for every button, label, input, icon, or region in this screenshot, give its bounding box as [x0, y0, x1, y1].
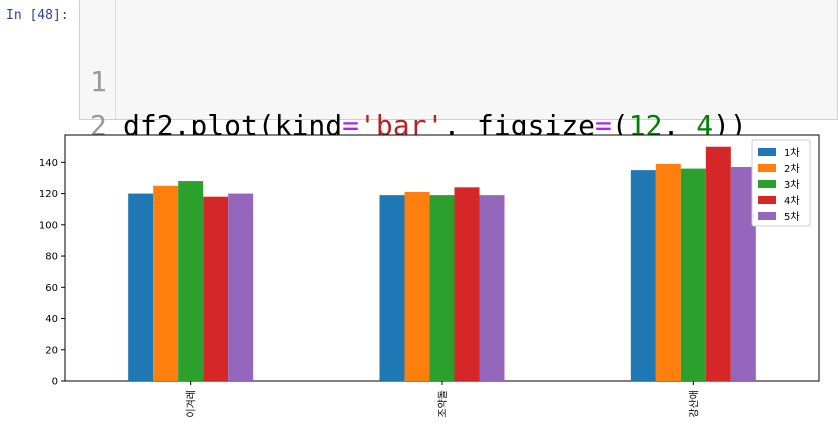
code-token: =: [342, 109, 360, 142]
bar: [630, 170, 656, 381]
bar: [479, 195, 505, 381]
code-line-2[interactable]: 2 plt.show(): [80, 60, 292, 186]
code-token: =: [595, 109, 612, 142]
bar: [178, 181, 204, 381]
y-tick-label: 60: [45, 283, 58, 294]
legend-label: 1차: [784, 147, 800, 159]
bar: [429, 195, 455, 381]
legend-box: [751, 139, 811, 227]
code-token: ,: [662, 109, 697, 142]
legend-swatch: [758, 164, 776, 172]
legend-label: 5차: [784, 211, 800, 223]
bar-chart: 0 20 40 60 80 100 120 140 이겨레 조약돌 강산애 1차 2차 3차 4차 5차: [39, 134, 820, 418]
legend-swatch: [758, 148, 776, 156]
bar: [203, 196, 229, 381]
bar: [379, 195, 405, 381]
code-line-1[interactable]: 1 df2.plot(kind='bar', figsize=(12, 4)): [80, 16, 747, 142]
legend-swatch: [758, 180, 776, 188]
legend-label: 4차: [784, 195, 800, 207]
y-tick-label: 120: [39, 189, 58, 200]
cell-output: 0 20 40 60 80 100 120 140 이겨레 조약돌 강산애 1차 2차 3차 4차 5차: [0, 120, 838, 433]
line-number: 2: [90, 109, 107, 142]
bar: [153, 185, 179, 381]
line-number: 1: [90, 65, 107, 98]
x-tick-label: 강산애: [688, 390, 700, 418]
code-text[interactable]: df2.plot(kind='bar', figsize=(12, 4)): [123, 104, 747, 148]
legend-label: 3차: [784, 179, 800, 191]
y-tick-label: 40: [45, 314, 58, 325]
bar: [454, 187, 480, 381]
y-tick-label: 80: [45, 252, 58, 263]
bar: [228, 193, 254, 381]
y-tick-label: 140: [39, 158, 58, 169]
legend-swatch: [758, 212, 776, 220]
bar: [705, 146, 731, 381]
input-prompt: In [48]:: [6, 8, 69, 23]
legend-label: 2차: [784, 163, 800, 175]
code-cell[interactable]: 1 df2.plot(kind='bar', figsize=(12, 4)) …: [79, 0, 838, 186]
legend-swatch: [758, 196, 776, 204]
x-tick-label: 이겨레: [186, 390, 198, 418]
line-number-gutter: [80, 0, 116, 119]
code-token: 4: [696, 109, 714, 142]
x-tick-label: 조약돌: [437, 390, 449, 418]
y-tick-label: 100: [39, 220, 58, 231]
y-tick-label: 20: [45, 345, 58, 356]
code-token: (: [611, 109, 629, 142]
y-tick-label: 0: [52, 377, 58, 388]
bar: [128, 193, 154, 381]
bar: [655, 163, 681, 381]
bar: [680, 168, 706, 381]
bar: [404, 192, 430, 381]
